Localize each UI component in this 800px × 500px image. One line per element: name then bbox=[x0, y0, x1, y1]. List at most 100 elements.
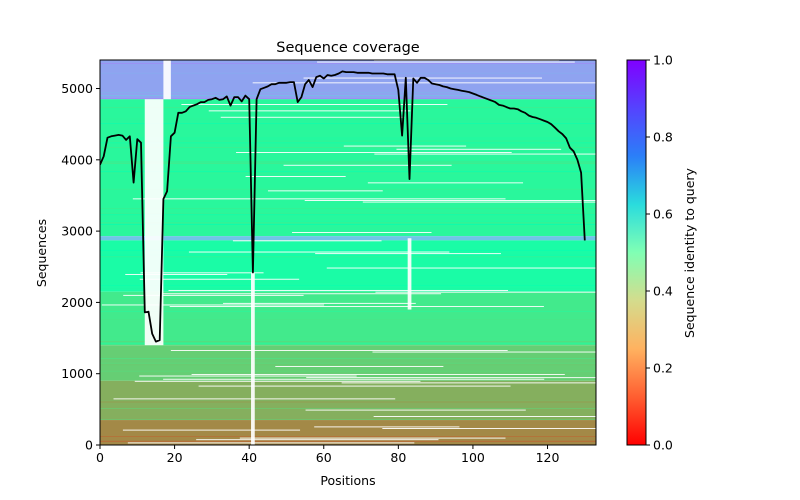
sequence-row bbox=[100, 419, 596, 421]
gap-row bbox=[139, 375, 357, 377]
sequence-row bbox=[100, 217, 596, 219]
colorbar-ticks: 0.0 0.2 0.4 0.6 0.8 1.0 bbox=[646, 53, 673, 453]
x-axis-label: Positions bbox=[320, 473, 375, 488]
gap-row bbox=[208, 110, 411, 112]
y-tick-label: 1000 bbox=[61, 366, 93, 381]
gap-row bbox=[188, 251, 450, 253]
gap-column bbox=[144, 99, 164, 346]
gap-row bbox=[162, 293, 442, 295]
gap-row bbox=[125, 273, 228, 275]
sequence-row bbox=[100, 142, 596, 144]
gap-row bbox=[275, 365, 444, 367]
gap-row bbox=[267, 190, 383, 192]
sequence-row bbox=[100, 440, 596, 442]
gap-row bbox=[314, 426, 460, 428]
gap-row bbox=[127, 442, 415, 444]
sequence-row bbox=[100, 288, 596, 290]
y-tick-label: 2000 bbox=[61, 295, 93, 310]
gap-row bbox=[292, 232, 432, 233]
gap-row bbox=[362, 201, 596, 203]
gap-row bbox=[196, 439, 439, 441]
gap-row bbox=[181, 104, 448, 105]
sequence-row bbox=[100, 72, 596, 74]
gap-row bbox=[283, 164, 452, 166]
sequence-row bbox=[100, 161, 596, 163]
sequence-row bbox=[100, 212, 596, 214]
identity-band bbox=[100, 236, 596, 241]
sequence-row bbox=[100, 436, 596, 437]
coverage-line-layer bbox=[100, 70, 586, 343]
x-tick-label: 0 bbox=[96, 450, 104, 465]
sequence-row bbox=[100, 140, 596, 142]
gap-row bbox=[139, 278, 300, 280]
gap-row bbox=[367, 182, 524, 184]
gap-row bbox=[317, 61, 575, 63]
colorbar-label: Sequence identity to query bbox=[682, 167, 697, 338]
sequence-row bbox=[100, 172, 596, 174]
sequence-row bbox=[100, 92, 596, 93]
sequence-row bbox=[100, 63, 596, 64]
colorbar-tick-label: 0.8 bbox=[653, 130, 673, 145]
sequence-row bbox=[100, 139, 596, 141]
gap-row bbox=[170, 349, 508, 351]
gap-row bbox=[375, 291, 596, 293]
y-tick-label: 5000 bbox=[61, 81, 93, 96]
gap-row bbox=[220, 116, 405, 118]
sequence-row bbox=[100, 318, 596, 320]
identity-band bbox=[100, 60, 596, 100]
gap-row bbox=[326, 267, 596, 269]
sequence-row bbox=[100, 123, 596, 125]
colorbar-tick-label: 0.0 bbox=[653, 438, 673, 453]
identity-band bbox=[100, 291, 596, 346]
gap-row bbox=[382, 428, 596, 429]
sequence-row bbox=[100, 370, 596, 372]
x-axis-ticks: 0 20 40 60 80 100 120 bbox=[96, 445, 559, 465]
gap-row bbox=[140, 272, 264, 274]
sequence-row bbox=[100, 214, 596, 216]
sequence-row bbox=[100, 188, 596, 190]
alignment-gaps bbox=[144, 60, 412, 445]
x-tick-label: 120 bbox=[536, 450, 560, 465]
sequence-row bbox=[100, 341, 596, 343]
gap-row bbox=[223, 302, 416, 304]
sequence-row bbox=[100, 249, 596, 251]
x-tick-label: 40 bbox=[241, 450, 257, 465]
gap-row bbox=[191, 373, 565, 375]
x-tick-label: 80 bbox=[390, 450, 406, 465]
gap-column bbox=[251, 272, 255, 445]
sequence-row bbox=[100, 120, 596, 121]
sequence-row bbox=[100, 336, 596, 338]
colorbar-tick-label: 0.4 bbox=[653, 284, 673, 299]
gap-row bbox=[134, 380, 421, 382]
gap-row bbox=[122, 429, 301, 431]
sequence-row bbox=[100, 96, 596, 98]
sequence-row bbox=[100, 118, 596, 120]
gap-column bbox=[407, 238, 412, 310]
x-tick-label: 20 bbox=[167, 450, 183, 465]
y-axis-label: Sequences bbox=[34, 219, 49, 287]
gap-row bbox=[373, 416, 596, 417]
gap-column bbox=[163, 60, 171, 100]
sequence-row bbox=[100, 310, 596, 312]
identity-band bbox=[100, 420, 596, 445]
sequence-row bbox=[100, 342, 596, 344]
sequence-row bbox=[100, 163, 596, 165]
gap-row bbox=[239, 437, 506, 439]
gap-row bbox=[101, 304, 325, 306]
x-tick-label: 60 bbox=[316, 450, 332, 465]
gap-row bbox=[123, 294, 304, 296]
gap-row bbox=[305, 409, 526, 411]
identity-band bbox=[100, 99, 596, 237]
sequence-row bbox=[100, 220, 596, 222]
colorbar-tick-label: 0.6 bbox=[653, 207, 673, 222]
sequence-row bbox=[100, 95, 596, 96]
y-axis-ticks: 0 1000 2000 3000 4000 5000 bbox=[61, 81, 100, 453]
coverage-line bbox=[100, 70, 586, 343]
y-tick-label: 3000 bbox=[61, 224, 93, 239]
sequence-row bbox=[100, 98, 596, 100]
gap-row bbox=[236, 152, 512, 153]
sequence-row bbox=[100, 254, 596, 256]
sequence-row bbox=[100, 107, 596, 109]
sequence-row bbox=[100, 285, 596, 286]
